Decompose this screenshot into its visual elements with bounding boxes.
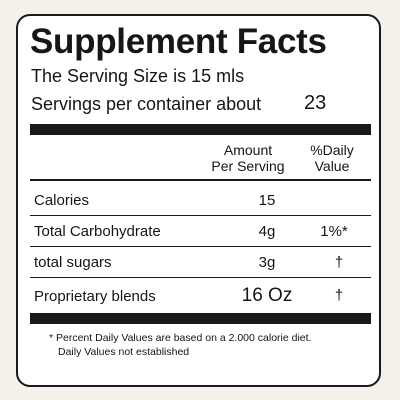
amount-column-header: Amount Per Serving [198,142,298,174]
row-label-proprietary-blends: Proprietary blends [34,288,156,305]
header-divider [30,179,371,181]
row-dv-total-sugars: † [334,254,344,271]
dv-header-line2: Value [314,158,350,174]
row-divider [30,246,371,247]
amount-header-line2: Per Serving [211,158,285,174]
servings-per-container-label: Servings per container about [31,94,262,114]
row-dv-total-carbohydrate: 1%* [320,223,348,240]
bottom-thick-divider [30,313,371,324]
footnote: * Percent Daily Values are based on a 2.… [49,331,311,359]
supplement-facts-label: Supplement Facts The Serving Size is 15 … [16,14,381,387]
row-amount-calories: 15 [258,192,276,209]
row-label-calories: Calories [34,192,90,209]
amount-header-line1: Amount [223,142,273,158]
footnote-line1: * Percent Daily Values are based on a 2.… [49,332,312,344]
top-thick-divider [30,124,371,135]
row-divider [30,215,371,216]
dv-header-line1: %Daily [310,142,354,158]
row-label-total-sugars: total sugars [34,254,112,271]
row-amount-total-sugars: 3g [258,254,276,271]
servings-per-container-value: 23 [304,92,327,114]
row-label-total-carbohydrate: Total Carbohydrate [34,223,161,240]
row-dv-proprietary-blends: † [334,287,344,304]
daily-value-column-header: %Daily Value [300,142,364,174]
serving-size: The Serving Size is 15 mls [31,66,245,86]
footnote-line2: Daily Values not established [58,346,190,358]
row-divider [30,277,371,278]
row-amount-proprietary-blends: 16 Oz [241,285,293,306]
row-amount-total-carbohydrate: 4g [258,223,276,240]
label-title: Supplement Facts [30,22,327,61]
